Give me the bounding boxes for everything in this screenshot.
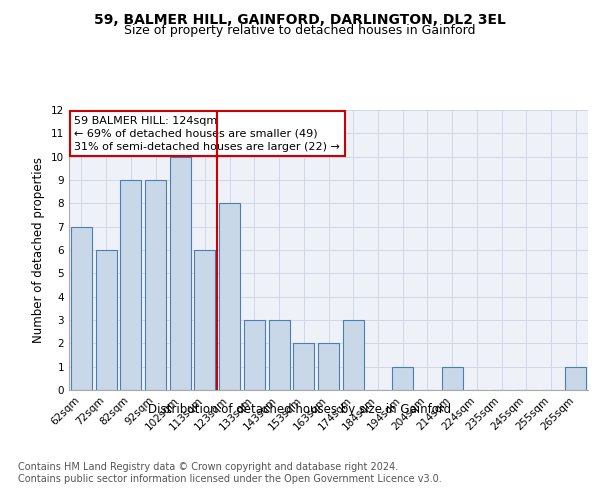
Bar bbox=[293, 344, 314, 390]
Text: 59 BALMER HILL: 124sqm
← 69% of detached houses are smaller (49)
31% of semi-det: 59 BALMER HILL: 124sqm ← 69% of detached… bbox=[74, 116, 340, 152]
Bar bbox=[343, 320, 364, 390]
Bar bbox=[71, 226, 92, 390]
Bar bbox=[318, 344, 339, 390]
Text: Size of property relative to detached houses in Gainford: Size of property relative to detached ho… bbox=[124, 24, 476, 37]
Bar bbox=[269, 320, 290, 390]
Bar bbox=[145, 180, 166, 390]
Text: 59, BALMER HILL, GAINFORD, DARLINGTON, DL2 3EL: 59, BALMER HILL, GAINFORD, DARLINGTON, D… bbox=[94, 12, 506, 26]
Text: Distribution of detached houses by size in Gainford: Distribution of detached houses by size … bbox=[148, 402, 452, 415]
Bar bbox=[392, 366, 413, 390]
Bar bbox=[442, 366, 463, 390]
Bar bbox=[95, 250, 116, 390]
Bar bbox=[170, 156, 191, 390]
Bar bbox=[120, 180, 141, 390]
Bar bbox=[244, 320, 265, 390]
Text: Contains HM Land Registry data © Crown copyright and database right 2024.
Contai: Contains HM Land Registry data © Crown c… bbox=[18, 462, 442, 484]
Y-axis label: Number of detached properties: Number of detached properties bbox=[32, 157, 46, 343]
Bar bbox=[565, 366, 586, 390]
Bar bbox=[194, 250, 215, 390]
Bar bbox=[219, 204, 240, 390]
